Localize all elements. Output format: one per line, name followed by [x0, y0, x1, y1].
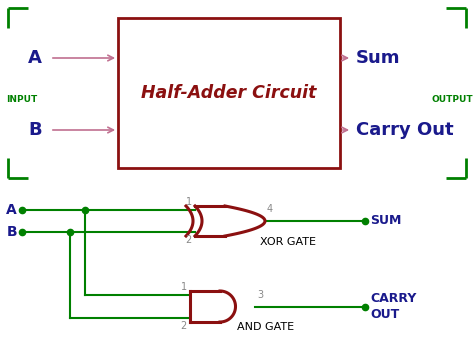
Text: CARRY
OUT: CARRY OUT	[370, 293, 416, 320]
Text: 1: 1	[186, 197, 192, 207]
Text: AND GATE: AND GATE	[237, 323, 294, 332]
Text: SUM: SUM	[370, 214, 401, 228]
Text: B: B	[6, 225, 17, 239]
Text: Sum: Sum	[356, 49, 401, 67]
Text: A: A	[6, 203, 17, 217]
Text: OUTPUT: OUTPUT	[431, 95, 473, 104]
Text: 2: 2	[186, 235, 192, 245]
Text: XOR GATE: XOR GATE	[260, 237, 316, 247]
Text: Carry Out: Carry Out	[356, 121, 454, 139]
Bar	[118, 18, 340, 168]
Text: A: A	[28, 49, 42, 67]
Text: INPUT: INPUT	[6, 95, 37, 104]
Text: B: B	[28, 121, 42, 139]
Text: 1: 1	[181, 282, 187, 292]
Text: 3: 3	[257, 289, 263, 300]
Text: Half-Adder Circuit: Half-Adder Circuit	[141, 84, 317, 102]
Text: 2: 2	[181, 321, 187, 331]
Text: 4: 4	[267, 204, 273, 214]
